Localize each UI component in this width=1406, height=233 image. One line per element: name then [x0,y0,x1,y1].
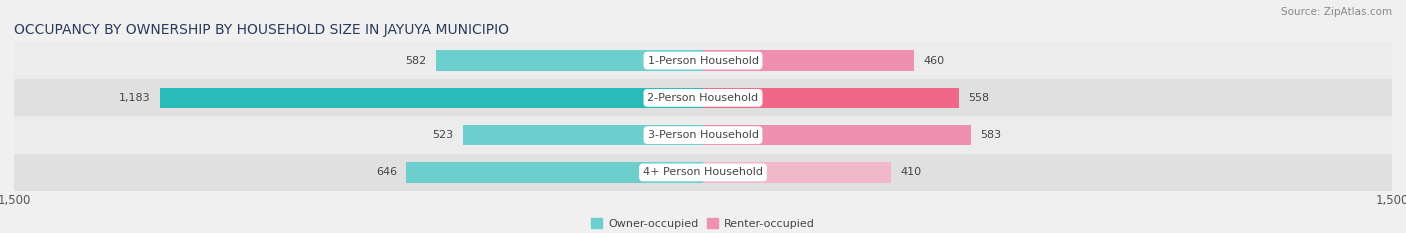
Bar [436,50,703,71]
Text: 460: 460 [924,56,945,65]
Text: 583: 583 [980,130,1001,140]
Text: OCCUPANCY BY OWNERSHIP BY HOUSEHOLD SIZE IN JAYUYA MUNICIPIO: OCCUPANCY BY OWNERSHIP BY HOUSEHOLD SIZE… [14,23,509,37]
Text: Source: ZipAtlas.com: Source: ZipAtlas.com [1281,7,1392,17]
Bar [703,162,891,183]
Text: 1,183: 1,183 [120,93,150,103]
Text: 3-Person Household: 3-Person Household [648,130,758,140]
Bar [406,162,703,183]
Text: 558: 558 [969,93,990,103]
Text: 4+ Person Household: 4+ Person Household [643,168,763,177]
Bar [703,50,914,71]
Legend: Owner-occupied, Renter-occupied: Owner-occupied, Renter-occupied [586,214,820,233]
Bar [463,125,703,145]
Text: 646: 646 [375,168,396,177]
Bar [14,79,1392,116]
Text: 582: 582 [405,56,426,65]
Text: 1-Person Household: 1-Person Household [648,56,758,65]
Bar [160,88,703,108]
Bar [703,125,970,145]
Bar [14,116,1392,154]
Text: 2-Person Household: 2-Person Household [647,93,759,103]
Text: 410: 410 [900,168,921,177]
Bar [14,154,1392,191]
Bar [703,88,959,108]
Text: 523: 523 [433,130,454,140]
Bar [14,42,1392,79]
